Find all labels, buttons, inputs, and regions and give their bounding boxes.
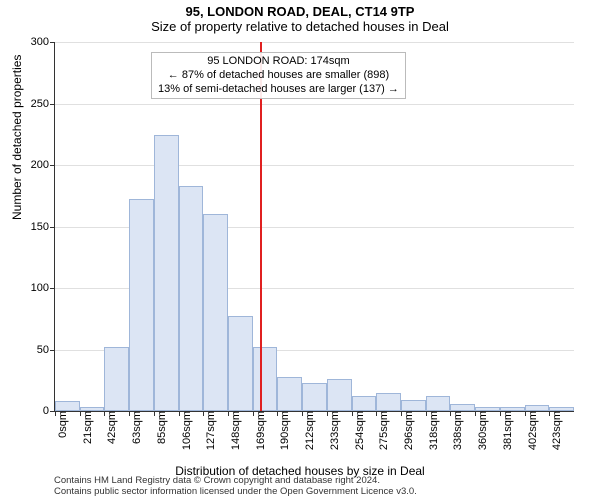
xtick-label: 21sqm <box>80 411 94 444</box>
histogram-bar <box>352 396 377 411</box>
ytick-label: 100 <box>31 282 55 294</box>
gridline <box>55 42 574 43</box>
xtick-label: 296sqm <box>401 411 415 450</box>
page-subtitle: Size of property relative to detached ho… <box>0 19 600 34</box>
histogram-bar <box>179 186 204 411</box>
xtick-label: 63sqm <box>129 411 143 444</box>
xtick-label: 275sqm <box>376 411 390 450</box>
xtick-label: 423sqm <box>549 411 563 450</box>
ytick-label: 250 <box>31 98 55 110</box>
histogram-bar <box>376 393 401 411</box>
xtick-label: 360sqm <box>475 411 489 450</box>
histogram-bar <box>228 316 253 411</box>
xtick-label: 148sqm <box>228 411 242 450</box>
histogram-bar <box>104 347 129 411</box>
plot-area: 0501001502002503000sqm21sqm42sqm63sqm85s… <box>54 42 574 412</box>
histogram-bar <box>55 401 80 411</box>
histogram-bar <box>302 383 327 411</box>
histogram-chart: 0501001502002503000sqm21sqm42sqm63sqm85s… <box>54 42 574 412</box>
histogram-bar <box>253 347 278 411</box>
annotation-line-2: ← 87% of detached houses are smaller (89… <box>158 69 399 83</box>
ytick-label: 50 <box>37 344 55 356</box>
histogram-bar <box>426 396 451 411</box>
xtick-label: 233sqm <box>327 411 341 450</box>
gridline <box>55 104 574 105</box>
xtick-label: 169sqm <box>253 411 267 450</box>
ytick-label: 200 <box>31 159 55 171</box>
xtick-label: 85sqm <box>154 411 168 444</box>
footer-line-2: Contains public sector information licen… <box>54 487 417 498</box>
annotation-line-1: 95 LONDON ROAD: 174sqm <box>158 55 399 69</box>
ytick-label: 300 <box>31 36 55 48</box>
xtick-label: 318sqm <box>426 411 440 450</box>
annotation-line-3: 13% of semi-detached houses are larger (… <box>158 83 399 97</box>
y-axis-label: Number of detached properties <box>10 55 24 220</box>
histogram-bar <box>203 214 228 411</box>
xtick-label: 106sqm <box>179 411 193 450</box>
xtick-label: 381sqm <box>500 411 514 450</box>
histogram-bar <box>154 135 179 411</box>
footer-attribution: Contains HM Land Registry data © Crown c… <box>54 476 417 498</box>
xtick-label: 402sqm <box>525 411 539 450</box>
histogram-bar <box>327 379 352 411</box>
histogram-bar <box>450 404 475 411</box>
histogram-bar <box>401 400 426 411</box>
xtick-label: 0sqm <box>55 411 69 438</box>
xtick-label: 338sqm <box>450 411 464 450</box>
xtick-label: 42sqm <box>104 411 118 444</box>
xtick-label: 190sqm <box>277 411 291 450</box>
ytick-label: 0 <box>43 405 55 417</box>
xtick-label: 127sqm <box>203 411 217 450</box>
annotation-box: 95 LONDON ROAD: 174sqm ← 87% of detached… <box>151 52 406 99</box>
gridline <box>55 165 574 166</box>
page-title: 95, LONDON ROAD, DEAL, CT14 9TP <box>0 4 600 19</box>
histogram-bar <box>277 377 302 411</box>
xtick-label: 254sqm <box>352 411 366 450</box>
histogram-bar <box>129 199 154 411</box>
ytick-label: 150 <box>31 221 55 233</box>
xtick-label: 212sqm <box>302 411 316 450</box>
